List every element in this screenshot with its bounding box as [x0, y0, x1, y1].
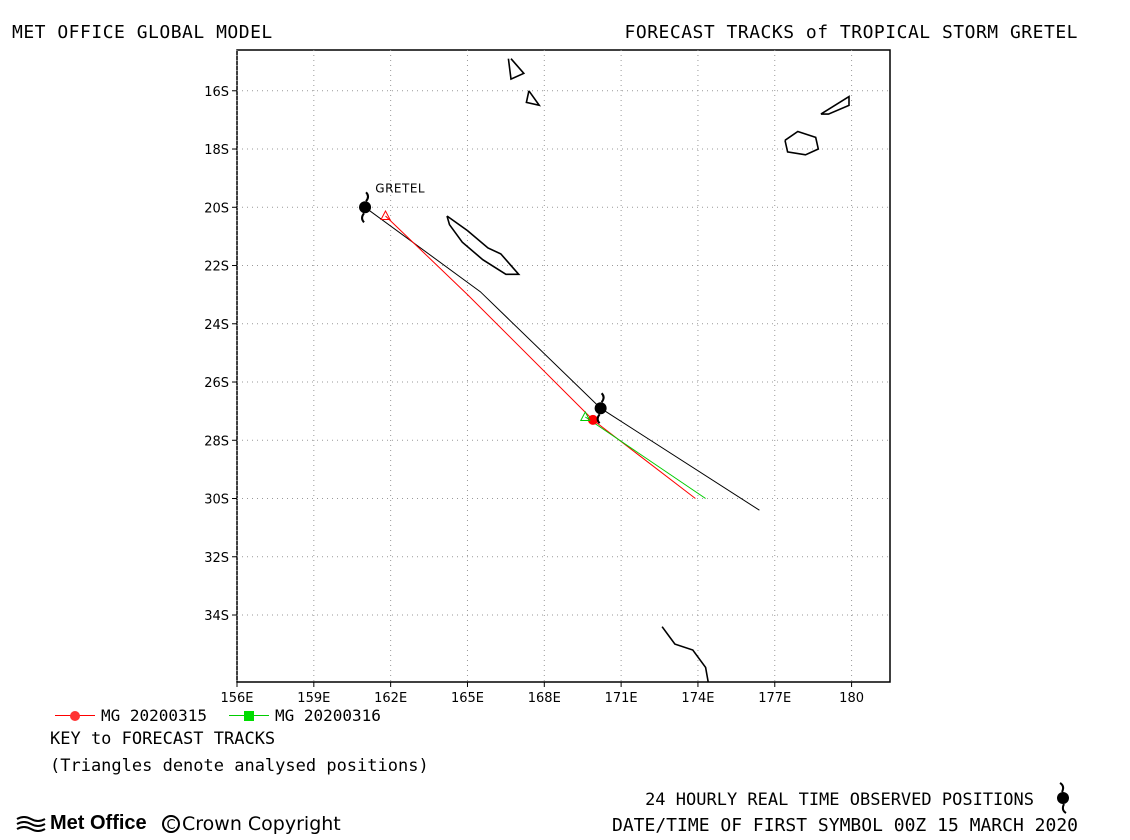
- x-tick-label: 159E: [297, 691, 330, 706]
- x-tick-label: 171E: [605, 691, 638, 706]
- legend-label: MG 20200316: [274, 706, 381, 725]
- land-vanuatu-north-2: [525, 90, 542, 107]
- y-tick-label: 32S: [204, 551, 229, 566]
- y-tick-label: 34S: [204, 609, 229, 624]
- y-tick-label: 22S: [204, 260, 229, 275]
- x-tick-label: 165E: [451, 691, 484, 706]
- y-tick-label: 24S: [204, 318, 229, 333]
- met-office-waves-icon: [16, 815, 46, 832]
- storm-symbol-arm: [596, 413, 601, 424]
- storm-symbol-arm: [600, 392, 605, 403]
- x-tick-label: 174E: [681, 691, 714, 706]
- x-tick-label: 177E: [758, 691, 791, 706]
- track-markers: [359, 191, 607, 425]
- forecast-position-marker: [587, 414, 598, 425]
- y-tick-label: 30S: [204, 493, 229, 508]
- y-tick-label: 16S: [204, 85, 229, 100]
- header-model-title: MET OFFICE GLOBAL MODEL: [12, 22, 273, 43]
- storm-symbol-arm: [361, 212, 365, 223]
- copyright: C Crown Copyright: [162, 813, 341, 835]
- observed-track-line: [364, 206, 760, 511]
- map-frame: [236, 49, 891, 683]
- grid-lines: [236, 50, 890, 682]
- storm-symbol-arm: [365, 191, 370, 202]
- y-tick-label: 28S: [204, 434, 229, 449]
- storm-symbol-icon: [359, 191, 372, 223]
- legend-swatch-red: [55, 709, 95, 723]
- y-tick-label: 18S: [204, 143, 229, 158]
- key-note: (Triangles denote analysed positions): [50, 756, 429, 776]
- storm-name-label: GRETEL: [375, 182, 425, 196]
- tracks: [364, 206, 760, 511]
- land-fiji-vanua-levu: [820, 95, 850, 115]
- first-symbol-datetime: DATE/TIME OF FIRST SYMBOL 00Z 15 MARCH 2…: [612, 815, 1078, 836]
- met-office-logo: Met Office: [16, 812, 147, 835]
- storm-symbol-core: [594, 402, 607, 415]
- storm-symbol-icon: [1057, 782, 1069, 814]
- y-tick-label: 26S: [204, 376, 229, 391]
- legend-label: MG 20200315: [101, 706, 207, 725]
- land-new-caledonia: [446, 215, 521, 276]
- legend-item-mg-20200315: MG 20200315: [55, 706, 207, 725]
- observed-positions-label: 24 HOURLY REAL TIME OBSERVED POSITIONS: [645, 790, 1034, 810]
- storm-symbol-core: [359, 201, 372, 214]
- land-outlines: [446, 58, 850, 683]
- x-tick-label: 156E: [220, 691, 253, 706]
- logo-text: Met Office: [50, 812, 147, 834]
- x-tick-label: 162E: [374, 691, 407, 706]
- legend-swatch-green: [228, 709, 269, 723]
- key-title: KEY to FORECAST TRACKS: [50, 729, 276, 749]
- legend: MG 20200315 MG 20200316: [55, 706, 397, 725]
- legend-item-mg-20200316: MG 20200316: [228, 706, 381, 725]
- axis-ticks: 156E 159E 162E 165E 168E 171E 174E 177E 180 16S 18…: [204, 85, 864, 706]
- y-tick-label: 20S: [204, 201, 229, 216]
- analysed-position-triangle: [380, 209, 391, 221]
- analysed-position-triangle: [579, 410, 591, 421]
- copyright-text: Crown Copyright: [182, 813, 341, 835]
- copyright-symbol-icon: C: [162, 815, 180, 833]
- x-tick-label: 168E: [528, 691, 561, 706]
- land-new-zealand-north-tip: [661, 626, 709, 683]
- forecast-track-line-2: [585, 416, 706, 499]
- storm-symbol-icon: [594, 392, 607, 424]
- header-chart-title: FORECAST TRACKS of TROPICAL STORM GRETEL: [624, 22, 1078, 43]
- forecast-track-line-1: [385, 215, 696, 499]
- land-vanuatu-north-1: [507, 58, 526, 81]
- land-fiji-viti-levu: [784, 130, 820, 156]
- x-tick-label: 180: [839, 691, 864, 706]
